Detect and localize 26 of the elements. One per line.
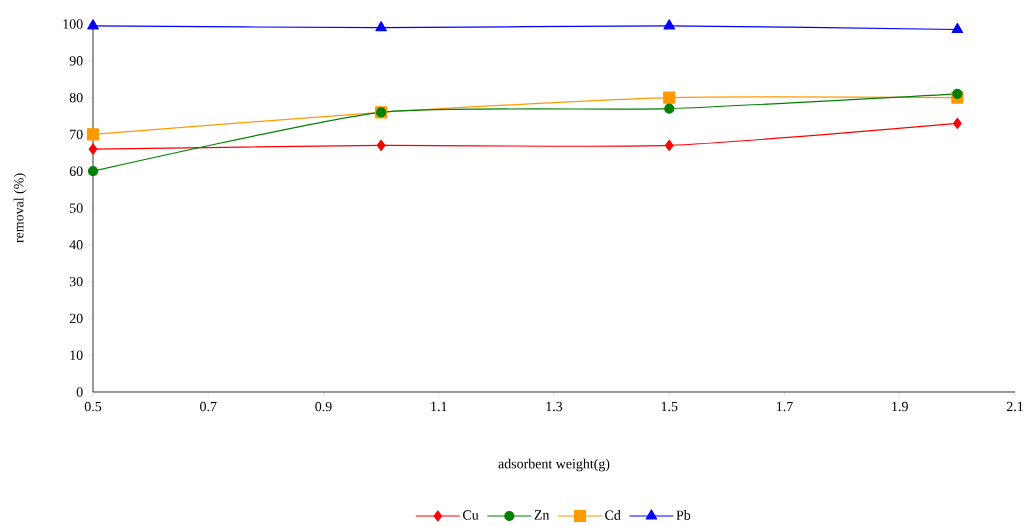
y-tick-label: 40 bbox=[69, 240, 83, 250]
x-axis-title: adsorbent weight(g) bbox=[498, 458, 610, 472]
legend-label: Pb bbox=[676, 510, 691, 520]
y-tick-label: 60 bbox=[69, 166, 83, 176]
x-tick-label: 0.5 bbox=[84, 401, 102, 412]
x-tick-label: 1.7 bbox=[777, 401, 793, 412]
y-tick-label: 20 bbox=[69, 313, 83, 324]
x-tick-label: 0.9 bbox=[315, 401, 332, 412]
x-tick-label: 1.5 bbox=[661, 401, 678, 412]
y-tick-label: 80 bbox=[69, 92, 83, 103]
legend-label: Zn bbox=[534, 510, 550, 520]
x-tick-label: 0.7 bbox=[200, 401, 217, 412]
y-tick-label: 70 bbox=[70, 129, 83, 140]
y-tick-label: 50 bbox=[70, 203, 83, 213]
y-tick-label: 0 bbox=[76, 387, 83, 397]
x-tick-label: 2.1 bbox=[1006, 401, 1023, 412]
y-axis-title: removal (%) bbox=[13, 173, 27, 243]
y-tick-label: 10 bbox=[70, 350, 83, 360]
y-tick-label: 30 bbox=[69, 276, 83, 287]
y-tick-label: 100 bbox=[63, 19, 83, 29]
legend-label: Cu bbox=[463, 510, 479, 520]
x-tick-label: 1.3 bbox=[546, 401, 563, 412]
x-tick-label: 1.9 bbox=[892, 401, 908, 412]
y-tick-label: 90 bbox=[69, 56, 83, 66]
legend-label: Cd bbox=[605, 510, 621, 520]
x-tick-label: 1.1 bbox=[431, 401, 447, 412]
